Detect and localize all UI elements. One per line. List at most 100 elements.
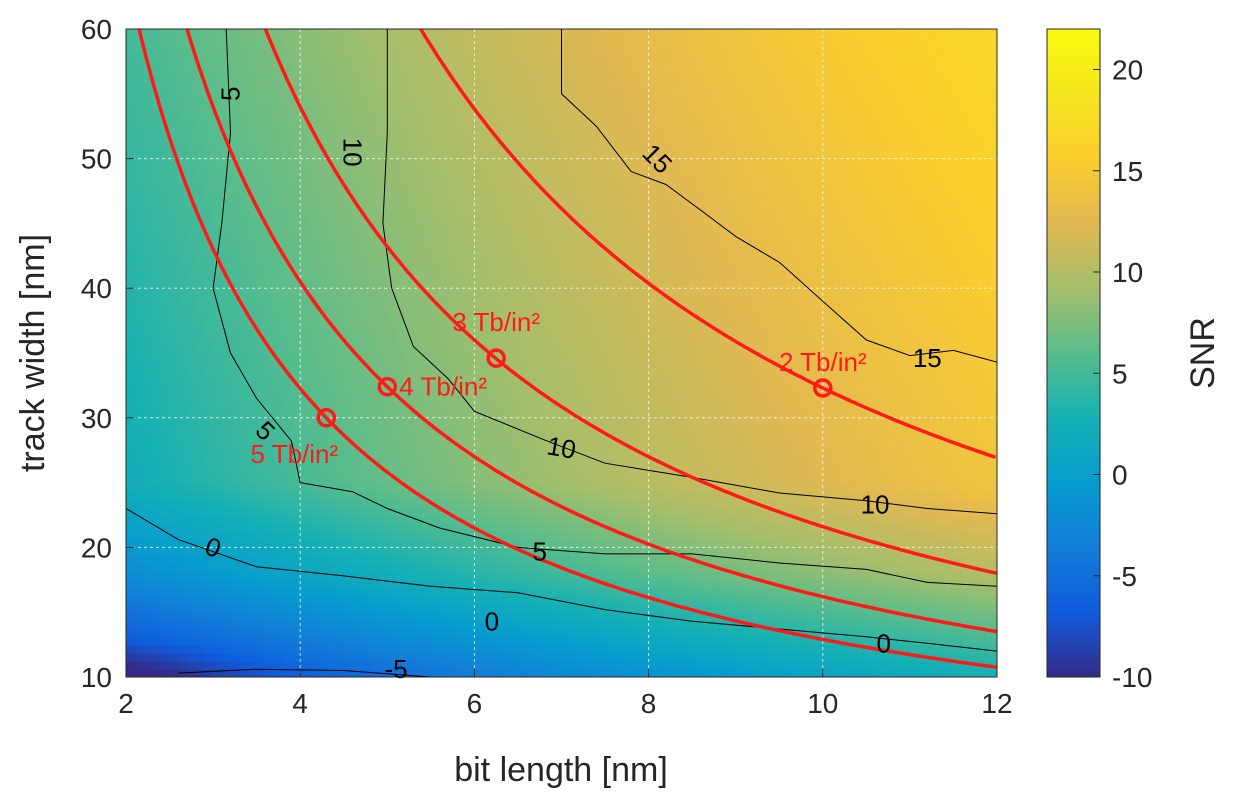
heat-cell — [326, 134, 336, 143]
heat-cell — [317, 353, 327, 362]
heat-cell — [570, 636, 580, 646]
heat-cell — [126, 442, 136, 451]
heat-cell — [274, 547, 284, 557]
heat-cell — [387, 644, 397, 654]
heat-cell — [439, 498, 449, 508]
heat-cell — [491, 207, 502, 216]
heat-cell — [134, 482, 145, 492]
heat-cell — [378, 482, 388, 492]
heat-cell — [265, 69, 275, 79]
heat-cell — [352, 29, 362, 38]
heat-cell — [448, 272, 458, 281]
heat-cell — [535, 312, 545, 322]
heat-cell — [404, 498, 415, 508]
heat-cell — [282, 296, 293, 305]
heat-cell — [352, 660, 362, 670]
heat-cell — [456, 628, 467, 638]
heat-cell — [491, 571, 502, 581]
heat-cell — [178, 353, 188, 362]
heat-cell — [308, 182, 319, 192]
heat-cell — [613, 320, 624, 330]
heat-cell — [152, 377, 162, 386]
heat-cell — [613, 571, 624, 581]
heat-cell — [657, 555, 667, 565]
heat-cell — [648, 628, 658, 638]
heat-cell — [160, 93, 171, 103]
heat-cell — [474, 336, 484, 346]
heat-cell — [422, 369, 432, 378]
heat-cell — [622, 118, 632, 127]
heat-cell — [648, 563, 658, 573]
heat-cell — [596, 77, 606, 87]
heat-cell — [552, 393, 563, 403]
heat-cell — [544, 150, 554, 160]
heat-cell — [639, 328, 650, 338]
heat-cell — [483, 547, 493, 557]
heat-cell — [178, 515, 188, 524]
heat-cell — [570, 377, 580, 386]
heat-cell — [500, 523, 510, 532]
heat-cell — [605, 344, 615, 354]
heat-cell — [387, 668, 397, 677]
heat-cell — [308, 628, 319, 638]
heat-cell — [605, 304, 615, 314]
heat-cell — [396, 328, 406, 338]
heat-cell — [657, 377, 667, 386]
heat-cell — [639, 563, 650, 573]
heat-cell — [352, 207, 362, 216]
heat-cell — [509, 231, 519, 241]
heat-cell — [578, 231, 589, 241]
heat-cell — [369, 182, 380, 192]
heat-cell — [596, 272, 606, 281]
heat-cell — [535, 579, 545, 589]
heat-cell — [657, 207, 667, 216]
heat-cell — [126, 539, 136, 548]
heat-cell — [535, 215, 545, 224]
heat-cell — [526, 296, 536, 305]
heat-cell — [657, 652, 667, 662]
heat-cell — [465, 77, 475, 87]
heat-cell — [552, 612, 563, 621]
heat-cell — [274, 612, 284, 621]
heat-cell — [204, 126, 214, 135]
heat-cell — [622, 53, 632, 62]
heat-cell — [657, 199, 667, 208]
heat-cell — [526, 280, 536, 289]
heat-cell — [178, 531, 188, 540]
heat-cell — [657, 182, 667, 192]
heat-cell — [474, 628, 484, 638]
heat-cell — [126, 490, 136, 500]
heat-cell — [526, 620, 536, 629]
heat-cell — [648, 369, 658, 378]
heat-cell — [605, 636, 615, 646]
heat-cell — [169, 523, 179, 532]
heat-cell — [221, 506, 232, 516]
heat-cell — [491, 450, 502, 459]
heat-cell — [448, 174, 458, 184]
heat-cell — [256, 442, 266, 451]
heat-cell — [221, 361, 232, 370]
heat-cell — [369, 247, 380, 257]
heat-cell — [352, 506, 362, 516]
heat-cell — [178, 126, 188, 135]
heat-cell — [613, 644, 624, 654]
heat-cell — [422, 458, 432, 467]
heat-cell — [578, 134, 589, 143]
heat-cell — [448, 207, 458, 216]
heat-cell — [456, 29, 467, 38]
heat-cell — [509, 596, 519, 605]
heat-cell — [361, 377, 371, 386]
heat-cell — [317, 369, 327, 378]
heat-cell — [422, 150, 432, 160]
heat-cell — [631, 166, 641, 176]
heat-cell — [265, 668, 275, 677]
heat-cell — [361, 158, 371, 168]
heat-cell — [178, 101, 188, 111]
heat-cell — [387, 660, 397, 670]
heat-cell — [387, 498, 397, 508]
heat-cell — [169, 498, 179, 508]
heat-cell — [282, 668, 293, 677]
heat-cell — [247, 458, 258, 467]
heat-cell — [639, 474, 650, 484]
heat-cell — [300, 579, 310, 589]
